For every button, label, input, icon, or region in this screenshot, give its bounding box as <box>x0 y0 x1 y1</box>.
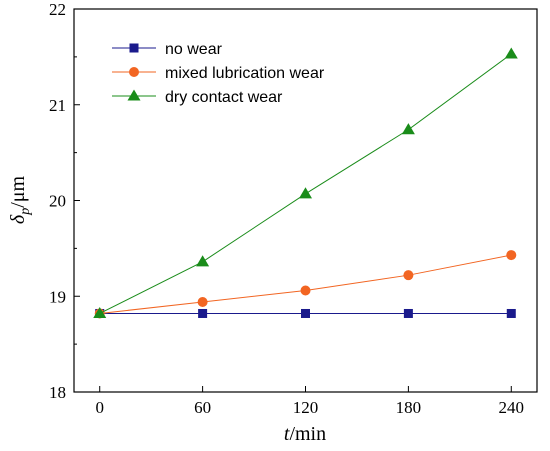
series-line <box>99 53 512 314</box>
data-point <box>197 296 208 307</box>
y-tick-label: 20 <box>49 192 66 211</box>
y-axis-variable: δ <box>7 214 29 224</box>
data-point <box>301 308 310 318</box>
series-square <box>95 308 516 318</box>
y-tick-label: 22 <box>49 0 66 19</box>
legend-item: dry contact wear <box>112 89 283 106</box>
y-tick-label: 19 <box>49 287 66 306</box>
series-triangle <box>93 47 518 319</box>
y-axis-label: δp/μm <box>7 175 33 224</box>
data-point <box>504 47 518 59</box>
x-tick-label: 0 <box>95 398 104 417</box>
legend-marker <box>129 43 139 53</box>
y-tick-label: 21 <box>49 96 66 115</box>
series-line <box>99 254 512 314</box>
legend-label: no wear <box>165 41 223 58</box>
data-point <box>403 308 413 318</box>
data-point <box>196 255 210 267</box>
x-tick-label: 60 <box>194 398 211 417</box>
legend-label: dry contact wear <box>165 89 283 106</box>
y-axis-unit: /μm <box>7 175 29 207</box>
legend-marker <box>129 67 139 77</box>
series-layer <box>93 47 518 319</box>
data-point <box>506 250 517 261</box>
y-tick-label: 18 <box>49 383 66 402</box>
data-point <box>300 285 311 296</box>
data-point <box>506 308 516 318</box>
legend-marker <box>127 89 141 101</box>
x-axis-label: t/min <box>284 423 326 445</box>
series-circle <box>94 250 517 319</box>
data-point <box>401 123 415 135</box>
data-point <box>403 270 414 281</box>
x-tick-label: 180 <box>396 398 422 417</box>
y-axis-subscript: p <box>18 208 33 216</box>
legend-label: mixed lubrication wear <box>165 65 325 82</box>
x-tick-label: 120 <box>293 398 319 417</box>
legend: no wear mixed lubrication wear dry contact… <box>112 41 325 106</box>
legend-item: mixed lubrication wear <box>112 65 325 82</box>
data-point <box>299 187 312 199</box>
x-tick-label: 240 <box>499 398 525 417</box>
legend-item: no wear <box>112 41 223 58</box>
data-point <box>198 308 208 318</box>
x-axis-variable: t <box>284 423 290 445</box>
x-axis-unit: /min <box>289 423 326 445</box>
x-axis-ticks: 0 60 120 180 240 <box>95 386 524 417</box>
y-axis-ticks: 18 19 20 21 22 <box>49 0 80 402</box>
data-point <box>93 306 107 319</box>
